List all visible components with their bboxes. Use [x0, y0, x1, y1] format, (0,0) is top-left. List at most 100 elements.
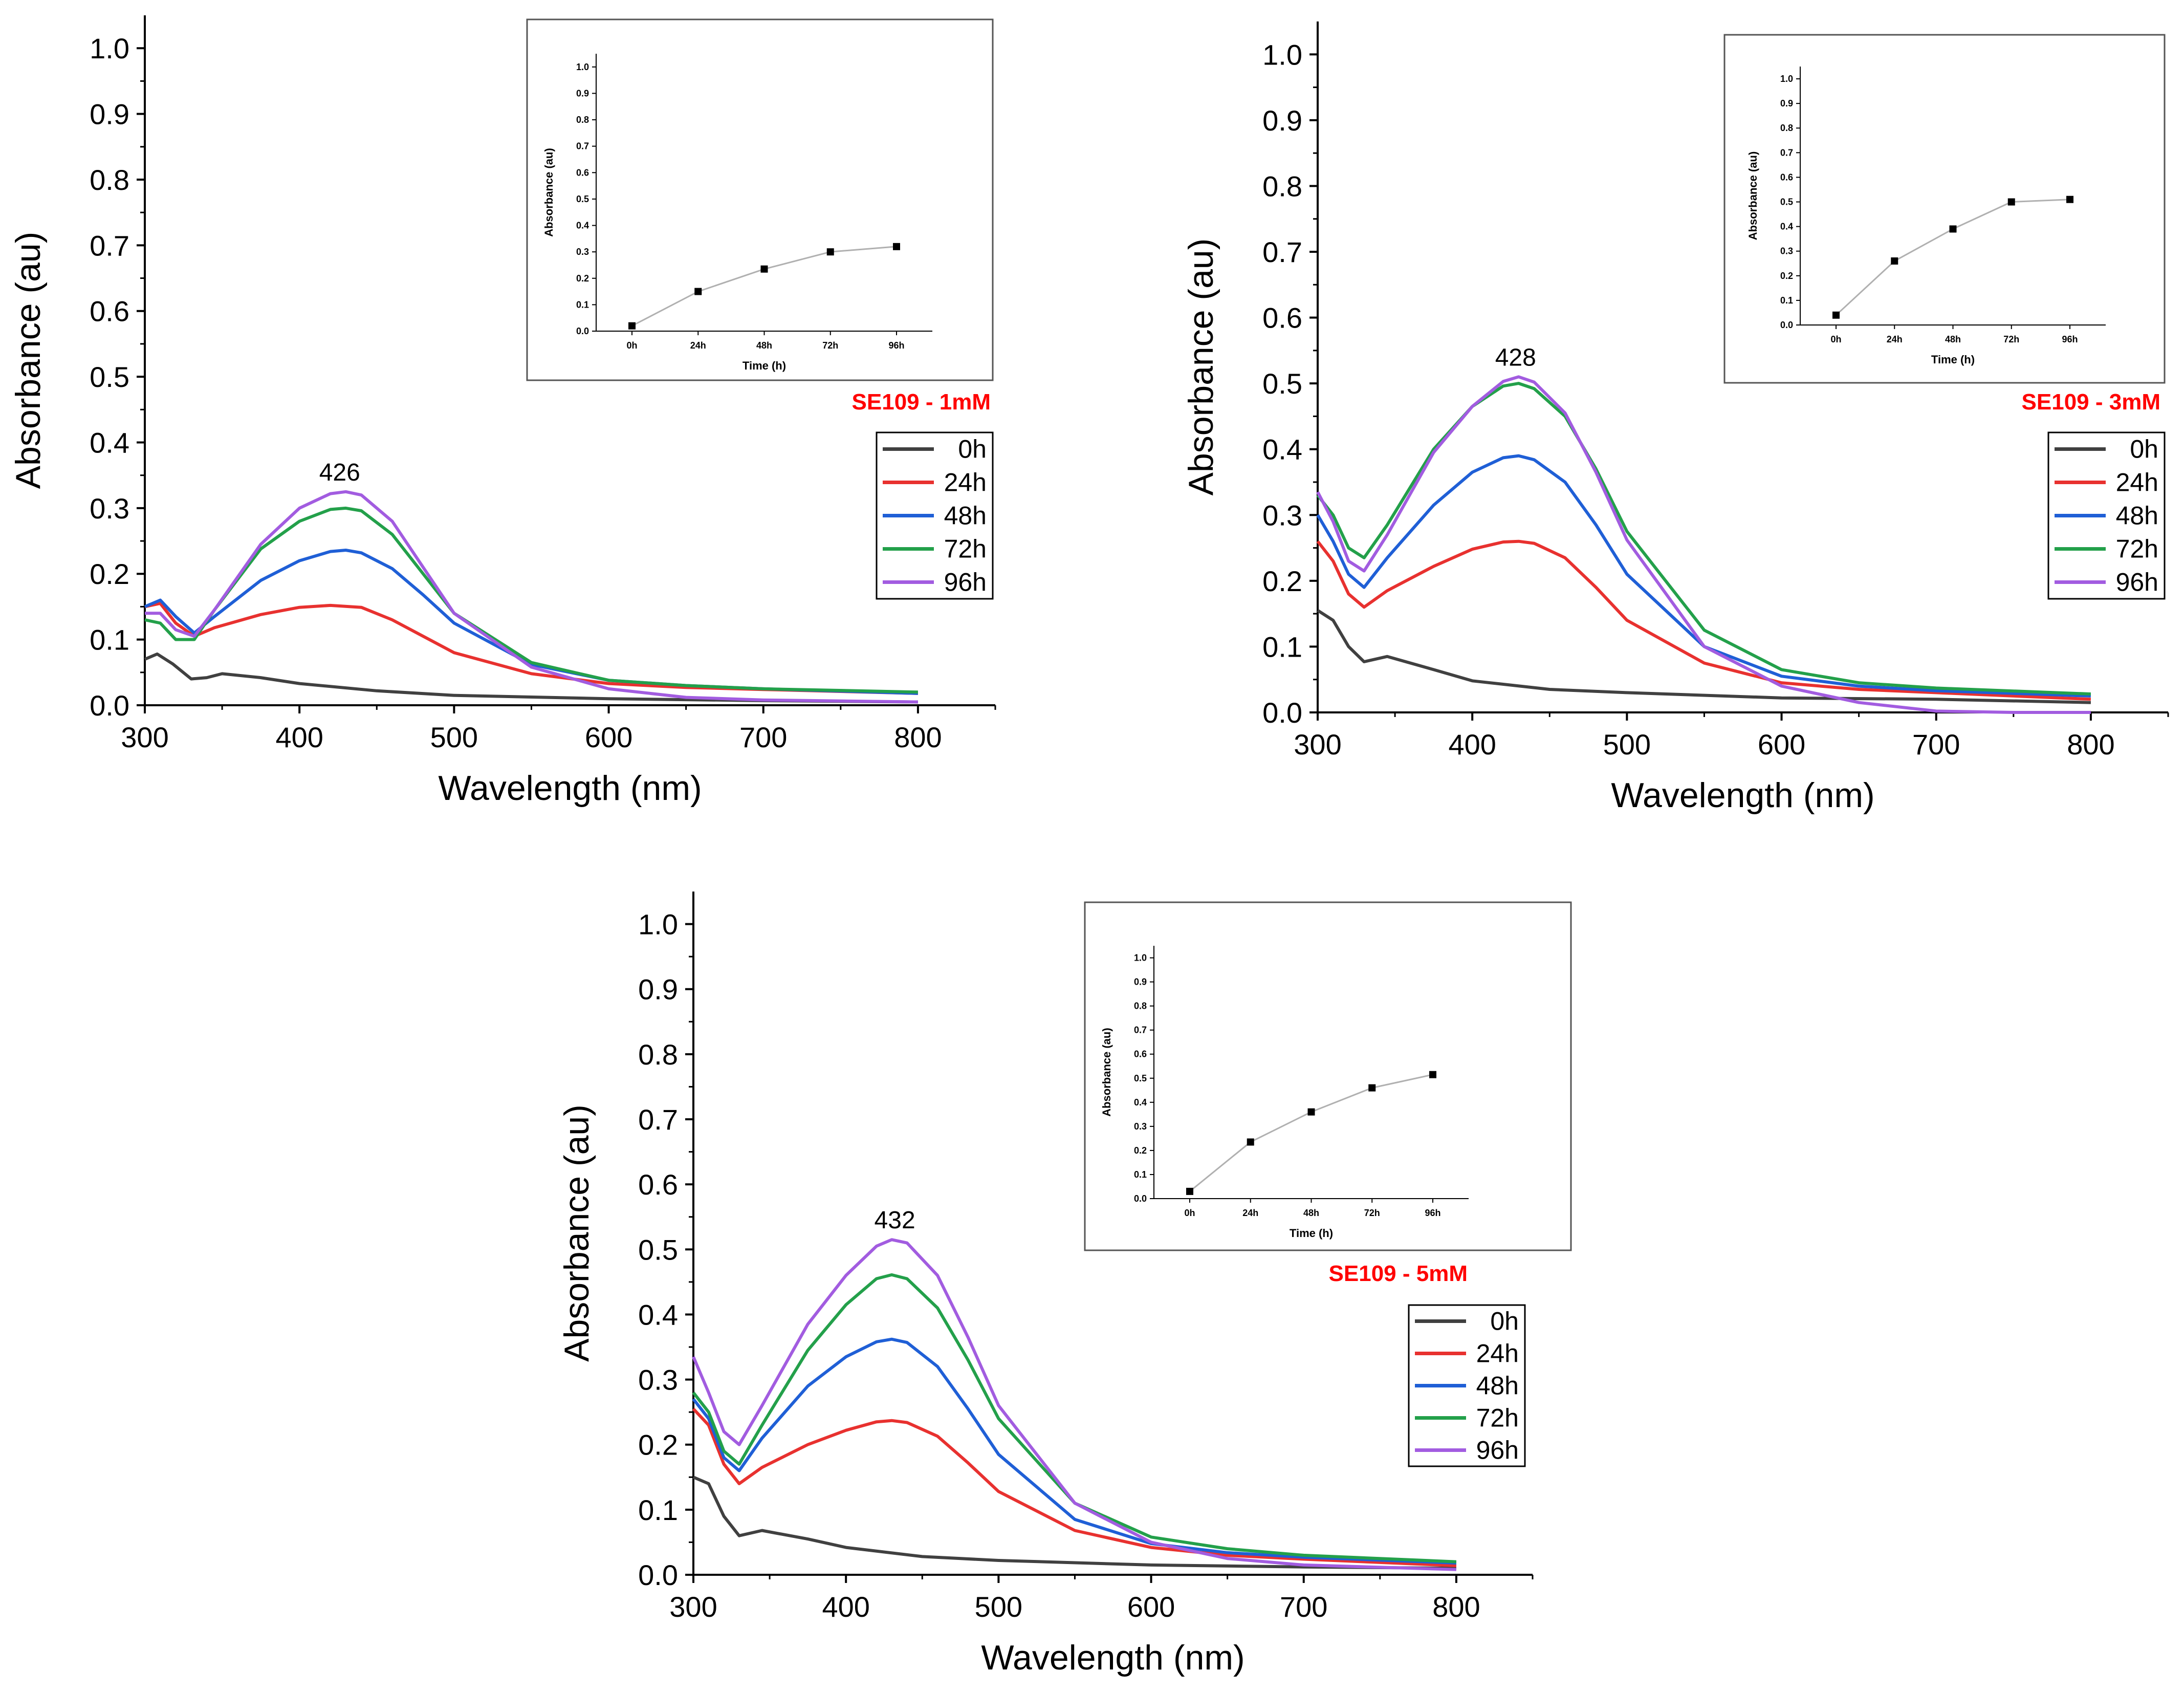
x-tick-label: 400 [275, 721, 323, 753]
series-line-0h [144, 652, 918, 704]
condition-label: SE109 - 3mM [2022, 389, 2160, 415]
inset-y-tick-label: 0.4 [576, 221, 589, 231]
inset-y-tick-label: 0.9 [1134, 977, 1147, 987]
inset-y-tick-label: 0.7 [1134, 1025, 1147, 1035]
y-tick-label: 0.0 [90, 689, 129, 722]
inset-x-tick-label: 0h [1184, 1208, 1195, 1218]
inset-y-tick-label: 0.0 [1134, 1193, 1147, 1204]
inset-y-axis-title: Absorbance (au) [542, 148, 555, 237]
peak-label: 432 [875, 1207, 915, 1234]
y-tick-label: 0.1 [90, 624, 129, 656]
inset-y-tick-label: 0.1 [576, 299, 589, 310]
x-tick-label: 400 [1448, 728, 1496, 761]
y-tick-label: 0.5 [1262, 367, 1302, 400]
x-tick-label: 700 [1280, 1591, 1327, 1623]
inset-y-tick-label: 0.3 [1134, 1121, 1147, 1132]
inset-data-point-24h [694, 288, 702, 295]
legend-label: 96h [944, 568, 987, 597]
inset-x-tick-label: 24h [1887, 334, 1903, 344]
inset-data-point-24h [1891, 257, 1898, 265]
series-line-24h [144, 602, 918, 695]
chart-panel-3mM: 0.0 0.1 0.2 0.3 0.4 0.5 0.6 0.7 0.8 0.9 1.0 300 400 5… [1182, 21, 2169, 815]
series-line-48h [1316, 454, 2091, 698]
inset-y-axis-title: Absorbance (au) [1746, 151, 1759, 241]
inset-data-point-48h [1307, 1108, 1315, 1116]
series-line-24h [1316, 539, 2091, 701]
series-line-72h [692, 1273, 1457, 1564]
x-tick-label: 700 [1912, 728, 1960, 761]
condition-label: SE109 - 1mM [852, 389, 991, 415]
inset-y-tick-label: 0.0 [576, 326, 589, 336]
legend-label: 0h [958, 435, 987, 464]
inset-y-tick-label: 0.2 [1134, 1145, 1147, 1156]
inset-data-point-0h [1832, 311, 1840, 319]
y-tick-label: 0.2 [90, 558, 129, 590]
inset-frame [526, 18, 994, 381]
inset-frame [1723, 34, 2166, 384]
inset-y-tick-label: 0.6 [576, 167, 589, 178]
x-axis-title: Wavelength (nm) [1611, 776, 1874, 815]
inset-x-axis-title: Time (h) [1290, 1227, 1333, 1240]
legend-label: 96h [2116, 568, 2158, 597]
y-tick-label: 0.6 [638, 1168, 678, 1201]
peak-label: 426 [319, 459, 360, 486]
y-tick-label: 0.3 [90, 492, 129, 525]
y-tick-label: 0.5 [90, 361, 129, 393]
inset-data-point-96h [893, 243, 900, 250]
inset-y-tick-label: 0.8 [576, 115, 589, 125]
x-tick-label: 300 [669, 1591, 717, 1623]
inset-y-axis-title: Absorbance (au) [1100, 1028, 1113, 1117]
y-tick-label: 0.8 [90, 164, 129, 196]
inset-x-axis-title: Time (h) [1931, 353, 1975, 366]
y-tick-label: 0.9 [638, 973, 678, 1006]
inset-data-point-0h [1186, 1187, 1193, 1195]
series-line-96h [1316, 375, 2091, 714]
inset-y-tick-label: 0.0 [1780, 320, 1793, 330]
y-tick-label: 0.4 [638, 1298, 678, 1331]
x-tick-label: 600 [1758, 728, 1805, 761]
y-tick-label: 0.7 [1262, 236, 1302, 268]
chart-panel-5mM: 0.0 0.1 0.2 0.3 0.4 0.5 0.6 0.7 0.8 0.9 1.0 300 400 5… [557, 892, 1572, 1677]
x-tick-label: 300 [121, 721, 168, 753]
inset-y-tick-label: 0.8 [1134, 1001, 1147, 1011]
series-line-24h [692, 1407, 1457, 1568]
x-tick-label: 800 [894, 721, 942, 753]
y-tick-label: 0.7 [90, 229, 129, 262]
inset-x-tick-label: 96h [2062, 334, 2078, 344]
inset-data-point-72h [1368, 1084, 1376, 1092]
y-tick-label: 0.4 [90, 426, 129, 459]
x-tick-label: 600 [1127, 1591, 1175, 1623]
y-tick-label: 0.5 [638, 1233, 678, 1266]
legend-label: 48h [1476, 1372, 1519, 1400]
series-line-48h [144, 549, 918, 695]
inset-y-tick-label: 0.1 [1134, 1169, 1147, 1180]
legend-label: 72h [2116, 535, 2158, 563]
inset-y-tick-label: 0.5 [1134, 1073, 1147, 1083]
inset-x-tick-label: 0h [1830, 334, 1841, 344]
y-tick-label: 0.0 [638, 1559, 678, 1591]
inset-frame [1084, 901, 1572, 1251]
inset-y-tick-label: 1.0 [1134, 953, 1147, 963]
series-line-96h [145, 490, 918, 704]
x-tick-label: 400 [822, 1591, 869, 1623]
y-tick-label: 0.4 [1262, 433, 1302, 466]
legend-label: 72h [1476, 1404, 1519, 1432]
x-tick-label: 500 [430, 721, 478, 753]
inset-y-tick-label: 0.7 [1780, 147, 1793, 158]
y-tick-label: 1.0 [638, 908, 678, 941]
inset-y-tick-label: 0.6 [1134, 1049, 1147, 1059]
series-line-0h [692, 1475, 1456, 1570]
legend-label: 24h [2116, 468, 2158, 497]
inset-data-point-96h [2066, 196, 2073, 203]
y-tick-label: 0.7 [638, 1103, 678, 1136]
inset-y-tick-label: 0.5 [1780, 197, 1793, 207]
y-tick-label: 0.3 [638, 1364, 678, 1396]
legend-label: 96h [1476, 1436, 1519, 1465]
legend-label: 48h [2116, 502, 2158, 530]
inset-data-point-48h [1949, 225, 1957, 233]
x-tick-label: 800 [2067, 728, 2114, 761]
x-axis-title: Wavelength (nm) [438, 769, 702, 808]
x-axis-title: Wavelength (nm) [981, 1638, 1244, 1677]
series-line-0h [1317, 609, 2091, 704]
inset-y-tick-label: 0.1 [1780, 295, 1793, 306]
